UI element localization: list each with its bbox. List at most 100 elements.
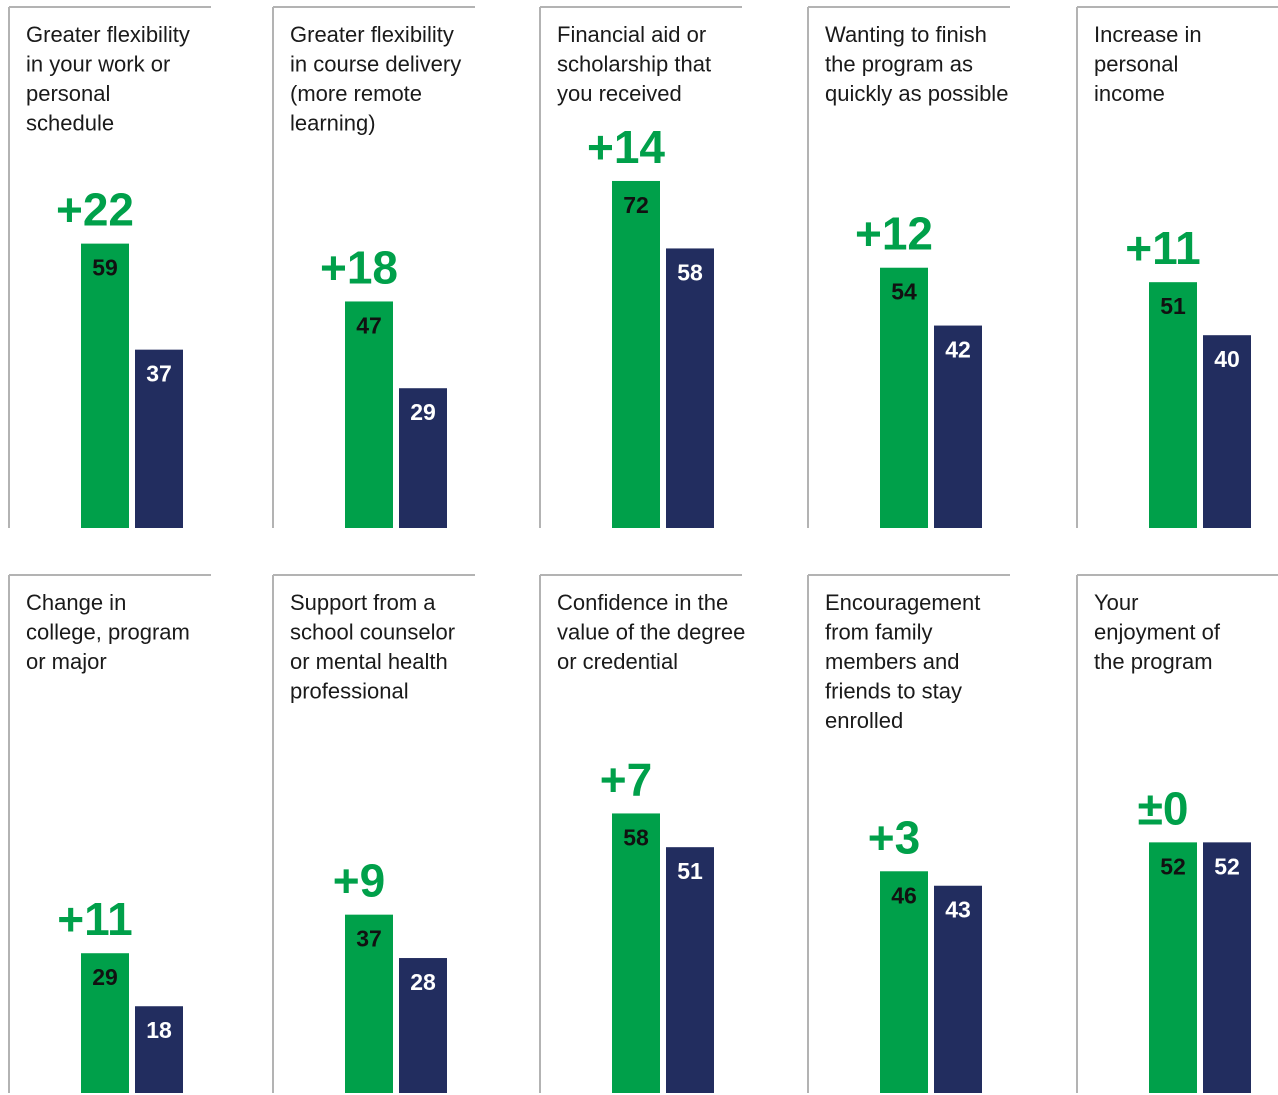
panel-title-line: the program bbox=[1094, 649, 1213, 674]
panel-10: Your enjoyment of the program 52 52 ±0 bbox=[1076, 574, 1278, 1093]
bar-series-2 bbox=[666, 847, 714, 1093]
panel-title-line: schedule bbox=[26, 111, 114, 136]
bar-value-label: 29 bbox=[92, 964, 118, 990]
panel-title: Greater flexibility in your work or person… bbox=[26, 22, 190, 136]
bar-series-2 bbox=[934, 325, 982, 528]
bar-series-1 bbox=[345, 914, 393, 1093]
bar-value-label: 52 bbox=[1214, 853, 1240, 879]
panel-title-line: scholarship that bbox=[557, 52, 711, 77]
panel-title-line: Encouragement bbox=[825, 590, 980, 615]
bar-value-label: 28 bbox=[410, 969, 436, 995]
panel-2: Greater flexibility in course delivery (mo… bbox=[272, 6, 475, 528]
bar-value-label: 29 bbox=[410, 399, 436, 425]
panel-7: Support from a school counselor or mental … bbox=[272, 574, 475, 1093]
bar-series-2 bbox=[399, 388, 447, 528]
bar-value-label: 37 bbox=[146, 361, 172, 387]
panel-title-line: professional bbox=[290, 679, 409, 704]
bar-series-1 bbox=[1149, 842, 1197, 1093]
panel-title: Your enjoyment of the program bbox=[1094, 590, 1221, 674]
panel-title-line: Increase in bbox=[1094, 22, 1202, 47]
bar-series-2 bbox=[934, 885, 982, 1093]
bar-value-label: 18 bbox=[146, 1017, 172, 1043]
difference-label: +7 bbox=[600, 753, 652, 805]
panel-3: Financial aid or scholarship that you rece… bbox=[539, 6, 742, 528]
panel-title-line: Change in bbox=[26, 590, 126, 615]
bar-series-2 bbox=[1203, 335, 1251, 528]
bar-value-label: 42 bbox=[945, 337, 971, 363]
panel-title-line: friends to stay bbox=[825, 679, 962, 704]
panel-4: Wanting to finish the program as quickly a… bbox=[807, 6, 1010, 528]
difference-label: +12 bbox=[855, 208, 933, 260]
panel-title-line: Greater flexibility bbox=[26, 22, 190, 47]
bar-value-label: 51 bbox=[677, 858, 703, 884]
bar-value-label: 58 bbox=[623, 824, 649, 850]
panel-title: Confidence in the value of the degree or c… bbox=[557, 590, 745, 674]
bar-value-label: 72 bbox=[623, 192, 649, 218]
panel-title-line: learning) bbox=[290, 111, 376, 136]
bar-series-1 bbox=[81, 953, 129, 1093]
bar-series-2 bbox=[135, 1006, 183, 1093]
bar-series-2 bbox=[135, 349, 183, 528]
panel-title: Wanting to finish the program as quickly a… bbox=[825, 22, 1008, 106]
panel-title-line: school counselor bbox=[290, 620, 455, 645]
bar-value-label: 40 bbox=[1214, 346, 1240, 372]
difference-label: +18 bbox=[320, 241, 398, 293]
bar-series-1 bbox=[612, 180, 660, 528]
difference-label: +22 bbox=[56, 184, 134, 236]
panel-title: Support from a school counselor or mental … bbox=[290, 590, 455, 704]
panel-title-line: college, program bbox=[26, 620, 190, 645]
bar-value-label: 47 bbox=[356, 312, 382, 338]
panel-title-line: value of the degree bbox=[557, 620, 745, 645]
panel-title-line: Confidence in the bbox=[557, 590, 728, 615]
panel-title-line: or credential bbox=[557, 649, 678, 674]
panel-title-line: Wanting to finish bbox=[825, 22, 987, 47]
panel-title-line: quickly as possible bbox=[825, 81, 1008, 106]
panel-6: Change in college, program or major 29 18 +11 bbox=[8, 574, 211, 1093]
panel-title: Financial aid or scholarship that you rece… bbox=[557, 22, 711, 106]
bar-series-2 bbox=[666, 248, 714, 528]
bar-value-label: 59 bbox=[92, 255, 118, 281]
panel-title-line: enjoyment of bbox=[1094, 620, 1221, 645]
bar-series-2 bbox=[399, 958, 447, 1093]
panel-title-line: or major bbox=[26, 649, 107, 674]
bar-series-1 bbox=[612, 813, 660, 1093]
panel-title-line: Greater flexibility bbox=[290, 22, 454, 47]
panel-title-line: Support from a bbox=[290, 590, 436, 615]
panel-title-line: Financial aid or bbox=[557, 22, 706, 47]
bar-series-1 bbox=[880, 871, 928, 1093]
panel-8: Confidence in the value of the degree or c… bbox=[539, 574, 745, 1093]
difference-label: +14 bbox=[587, 121, 665, 173]
panel-title: Encouragement from family members and frien… bbox=[825, 590, 980, 733]
panel-title-line: personal bbox=[26, 81, 110, 106]
panel-title-line: personal bbox=[1094, 52, 1178, 77]
difference-label: ±0 bbox=[1138, 782, 1189, 834]
panel-title-line: (more remote bbox=[290, 81, 422, 106]
panel-9: Encouragement from family members and frien… bbox=[807, 574, 1010, 1093]
panel-title-line: enrolled bbox=[825, 708, 903, 733]
bar-series-2 bbox=[1203, 842, 1251, 1093]
panel-title: Change in college, program or major bbox=[26, 590, 190, 674]
bar-value-label: 52 bbox=[1160, 853, 1186, 879]
panel-title-line: Your bbox=[1094, 590, 1138, 615]
panel-title-line: income bbox=[1094, 81, 1165, 106]
panel-title-line: in course delivery bbox=[290, 52, 461, 77]
bar-value-label: 54 bbox=[891, 279, 917, 305]
bar-value-label: 51 bbox=[1160, 293, 1186, 319]
difference-label: +3 bbox=[868, 811, 920, 863]
panel-1: Greater flexibility in your work or person… bbox=[8, 6, 211, 528]
panel-title-line: members and bbox=[825, 649, 960, 674]
bar-series-1 bbox=[345, 301, 393, 528]
panel-5: Increase in personal income 51 40 +11 bbox=[1076, 6, 1278, 528]
panel-title-line: in your work or bbox=[26, 52, 170, 77]
panel-title: Increase in personal income bbox=[1094, 22, 1202, 106]
panel-title-line: the program as bbox=[825, 52, 973, 77]
panel-title: Greater flexibility in course delivery (mo… bbox=[290, 22, 461, 136]
bar-value-label: 58 bbox=[677, 259, 703, 285]
difference-label: +11 bbox=[57, 893, 133, 945]
bar-series-1 bbox=[1149, 282, 1197, 528]
bar-value-label: 46 bbox=[891, 882, 917, 908]
bar-value-label: 43 bbox=[945, 897, 971, 923]
panel-title-line: from family bbox=[825, 620, 933, 645]
difference-label: +11 bbox=[1125, 222, 1201, 274]
